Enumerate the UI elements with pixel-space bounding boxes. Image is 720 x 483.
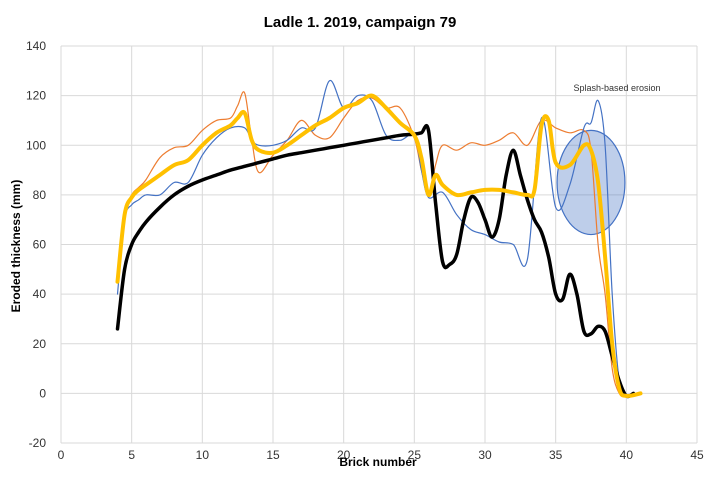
y-tick-label: 120 <box>26 89 46 103</box>
y-tick-label: 100 <box>26 138 46 152</box>
y-tick-label: 20 <box>33 337 47 351</box>
gridlines <box>60 45 698 444</box>
y-tick-label: 80 <box>33 188 47 202</box>
y-tick-label: 60 <box>33 238 47 252</box>
x-tick-label: 5 <box>128 448 135 462</box>
x-tick-label: 25 <box>408 448 422 462</box>
y-tick-label: -20 <box>29 436 47 450</box>
chart-title: Ladle 1. 2019, campaign 79 <box>264 14 457 31</box>
x-axis-ticks: 0 5 10 15 20 25 30 35 40 45 <box>58 448 704 462</box>
y-tick-label: 140 <box>26 39 46 53</box>
series-line-blue <box>116 80 642 398</box>
y-axis-ticks: -20 0 20 40 60 80 100 120 140 <box>26 39 46 450</box>
series-line-black <box>115 124 636 399</box>
x-axis-title: Brick number <box>339 455 417 469</box>
series-lines <box>115 80 643 399</box>
x-tick-label: 10 <box>196 448 210 462</box>
x-tick-label: 0 <box>58 448 65 462</box>
x-tick-label: 45 <box>690 448 704 462</box>
x-tick-label: 30 <box>478 448 492 462</box>
series-line-yellow <box>115 93 643 399</box>
x-tick-label: 15 <box>266 448 280 462</box>
x-tick-label: 40 <box>620 448 634 462</box>
y-axis-title: Eroded thickness (mm) <box>9 180 23 313</box>
x-tick-label: 35 <box>549 448 563 462</box>
y-tick-label: 0 <box>39 386 46 400</box>
x-tick-label: 20 <box>337 448 351 462</box>
splash-erosion-label: Splash-based erosion <box>573 83 660 93</box>
y-tick-label: 40 <box>33 287 47 301</box>
